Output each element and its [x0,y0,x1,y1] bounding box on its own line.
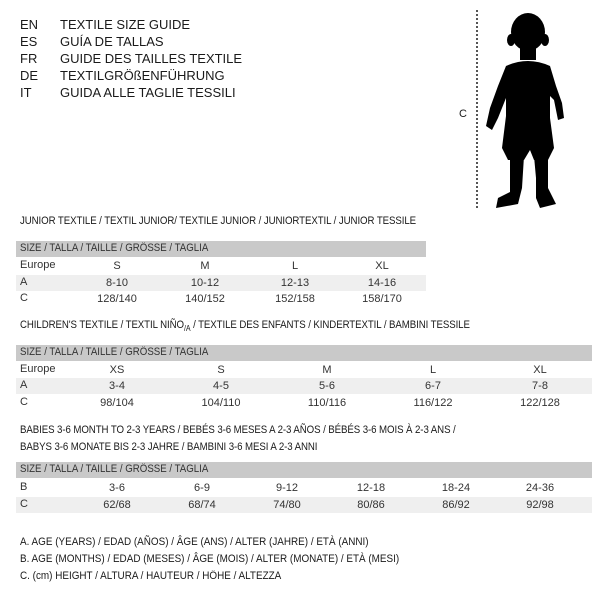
table-cell: 24-36 [525,482,555,494]
table-cell: 6-7 [425,380,441,392]
baby-silhouette-icon [486,13,564,208]
table-cell: 158/170 [362,293,402,305]
size-header-label: SIZE / TALLA / TAILLE / GRÖSSE / TAGLIA [20,463,209,475]
size-header-label: SIZE / TALLA / TAILLE / GRÖSSE / TAGLIA [20,242,209,254]
table-cell: 9-12 [275,482,299,494]
lang-code: DE [20,68,39,83]
row-label: Europe [20,259,56,271]
table-cell: 86/92 [442,499,470,511]
table-cell: 8-10 [105,277,129,289]
table-cell: 152/158 [275,293,315,305]
height-measure-line [476,10,478,208]
table-row: Europe XS S M L XL [16,362,592,378]
table-cell: 98/104 [100,397,134,409]
table-cell: 4-5 [213,380,229,392]
lang-title: TEXTILGRÖßENFÜHRUNG [60,68,225,83]
table-cell: 14-16 [367,277,397,289]
table-cell: 92/98 [526,499,554,511]
table-cell: 122/128 [520,397,560,409]
table-cell: 3-6 [109,482,125,494]
table-row: A 3-4 4-5 5-6 6-7 7-8 [16,378,592,394]
table-row: B 3-6 6-9 9-12 12-18 18-24 24-36 [16,480,592,496]
row-label: A [20,379,28,391]
table-cell: XL [375,260,389,272]
lang-title: GUÍA DE TALLAS [60,34,164,49]
table-cell: 140/152 [185,293,225,305]
table-cell: 7-8 [532,380,548,392]
junior-size-header: SIZE / TALLA / TAILLE / GRÖSSE / TAGLIA [16,241,426,257]
legend-item: B. AGE (MONTHS) / EDAD (MESES) / ÂGE (MO… [20,553,400,565]
table-cell: 104/110 [201,397,241,409]
lang-code: EN [20,17,39,32]
size-header-label: SIZE / TALLA / TAILLE / GRÖSSE / TAGLIA [20,346,209,358]
table-cell: 18-24 [441,482,471,494]
lang-code: IT [20,85,32,100]
row-label: Europe [20,363,56,375]
row-label: C [20,292,28,304]
row-label: A [20,276,28,288]
table-cell: 12-18 [356,482,386,494]
legend-item: A. AGE (YEARS) / EDAD (AÑOS) / ÂGE (ANS)… [20,536,369,548]
babies-size-header: SIZE / TALLA / TAILLE / GRÖSSE / TAGLIA [16,462,592,478]
children-title-sub: /A [183,324,191,334]
table-cell: XS [109,364,125,376]
table-row: Europe S M L XL [16,258,426,274]
children-title: CHILDREN'S TEXTILE / TEXTIL NIÑO/A / TEX… [20,319,470,333]
table-cell: M [200,260,210,272]
table-cell: 6-9 [194,482,210,494]
table-cell: 5-6 [319,380,335,392]
table-cell: 12-13 [280,277,310,289]
legend-item: C. (cm) HEIGHT / ALTURA / HAUTEUR / HÖHE… [20,570,282,582]
row-label: C [20,498,28,510]
row-label: B [20,481,28,493]
table-cell: 116/122 [413,397,453,409]
table-cell: M [322,364,332,376]
table-cell: L [429,364,437,376]
table-cell: S [217,364,225,376]
children-title-main: CHILDREN'S TEXTILE / TEXTIL NIÑO [20,319,184,331]
table-row: C 98/104 104/110 110/116 116/122 122/128 [16,395,592,411]
table-cell: L [291,260,299,272]
table-row: A 8-10 10-12 12-13 14-16 [16,275,426,291]
table-cell: XL [533,364,547,376]
table-row: C 128/140 140/152 152/158 158/170 [16,291,426,307]
table-cell: 3-4 [109,380,125,392]
table-cell: 68/74 [188,499,216,511]
babies-title-line2: BABYS 3-6 MONATE BIS 2-3 JAHRE / BAMBINI… [20,441,318,453]
table-cell: 128/140 [97,293,137,305]
row-label: C [20,396,28,408]
children-title-rest: / TEXTILE DES ENFANTS / KINDERTEXTIL / B… [190,319,470,331]
table-cell: 80/86 [357,499,385,511]
table-row: C 62/68 68/74 74/80 80/86 86/92 92/98 [16,497,592,513]
table-cell: S [113,260,121,272]
table-cell: 62/68 [103,499,131,511]
children-size-header: SIZE / TALLA / TAILLE / GRÖSSE / TAGLIA [16,345,592,361]
table-cell: 110/116 [307,397,347,409]
junior-title: JUNIOR TEXTILE / TEXTIL JUNIOR/ TEXTILE … [20,215,417,227]
lang-title: GUIDE DES TAILLES TEXTILE [60,51,243,66]
lang-title: TEXTILE SIZE GUIDE [60,17,191,32]
table-cell: 74/80 [273,499,301,511]
table-cell: 10-12 [190,277,220,289]
lang-code: ES [20,34,38,49]
height-label: C [459,108,467,120]
lang-code: FR [20,51,38,66]
babies-title-line1: BABIES 3-6 MONTH TO 2-3 YEARS / BEBÉS 3-… [20,424,456,436]
lang-title: GUIDA ALLE TAGLIE TESSILI [60,85,236,100]
